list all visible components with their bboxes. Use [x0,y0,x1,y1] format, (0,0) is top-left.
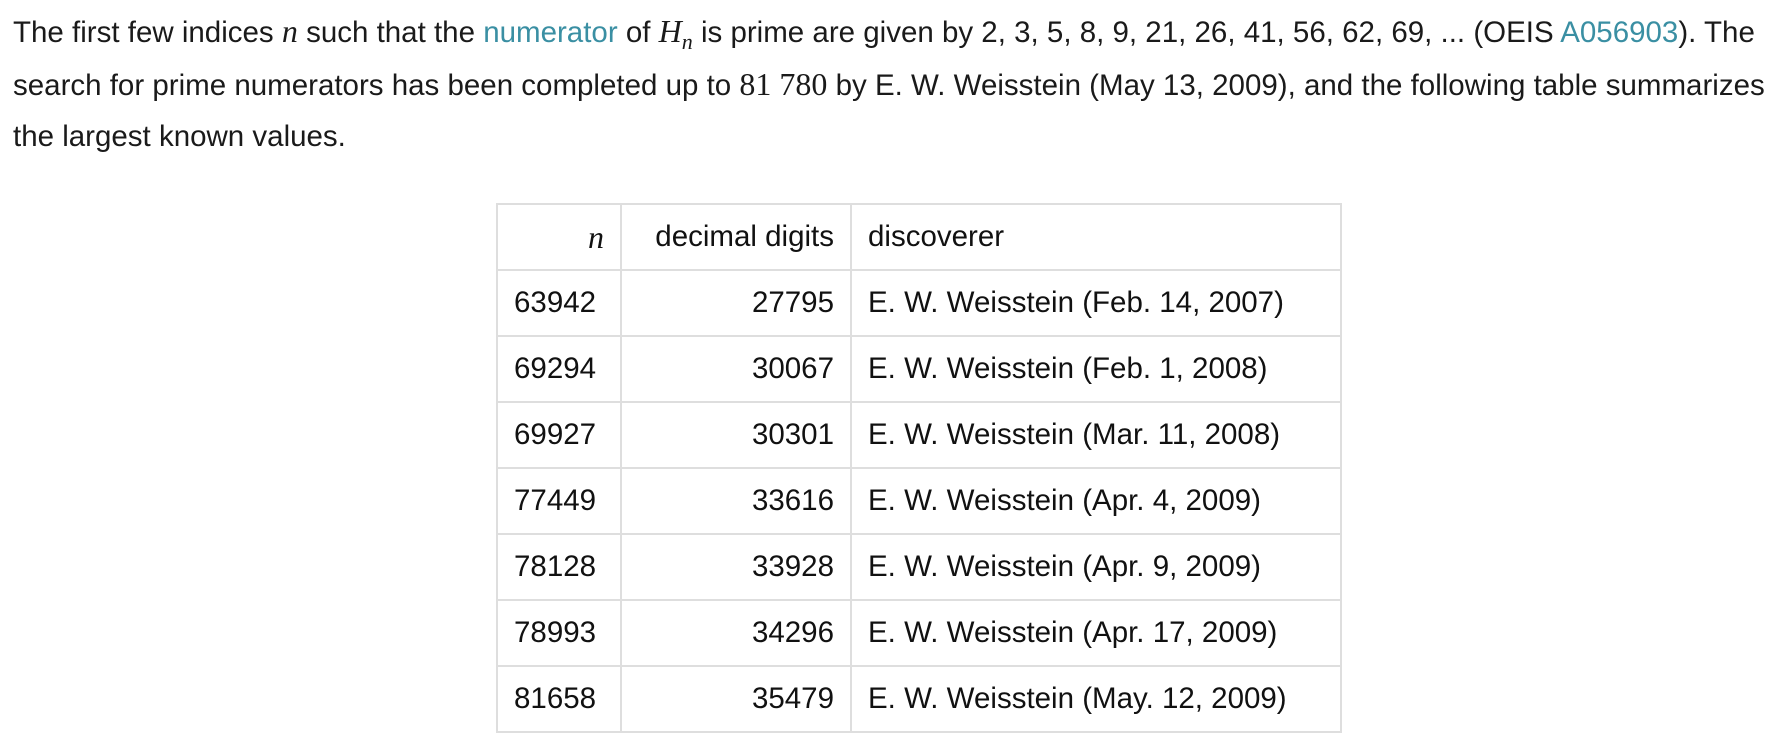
cell-n: 77449 [496,467,622,535]
cell-digits: 30301 [620,401,852,469]
cell-n: 69927 [496,401,622,469]
cell-n: 78128 [496,533,622,601]
cell-discoverer: E. W. Weisstein (Apr. 17, 2009) [850,599,1342,667]
harmonic-number-symbol: Hn [658,13,693,53]
n-symbol: n [281,13,298,49]
cell-digits: 35479 [620,665,852,733]
cell-n: 78993 [496,599,622,667]
cell-discoverer: E. W. Weisstein (Apr. 4, 2009) [850,467,1342,535]
cell-digits: 33928 [620,533,852,601]
text-of: of [617,16,659,49]
table-row: 69294 30067 E. W. Weisstein (Feb. 1, 200… [496,335,1342,403]
header-n-symbol: n [588,218,604,255]
text-before-numerator: such that the [297,16,484,49]
table-row: 81658 35479 E. W. Weisstein (May. 12, 20… [496,665,1342,733]
search-text: ). The search for prime numerators has b… [13,16,1755,102]
header-n: n [496,203,622,271]
cell-digits: 30067 [620,335,852,403]
table-row: 78128 33928 E. W. Weisstein (Apr. 9, 200… [496,533,1342,601]
search-limit: 81 780 [739,65,828,102]
cell-n: 81658 [496,665,622,733]
cell-n: 63942 [496,269,622,337]
harmonic-H: H [658,13,682,49]
cell-discoverer: E. W. Weisstein (Feb. 14, 2007) [850,269,1342,337]
numerator-link[interactable]: numerator [483,16,618,49]
header-decimal-digits: decimal digits [620,203,852,271]
closing-text: by E. W. Weisstein (May 13, 2009), and t… [13,68,1765,154]
sequence-text: is prime are given by 2, 3, 5, 8, 9, 21,… [692,16,1561,49]
table-header-row: n decimal digits discoverer [496,203,1342,271]
oeis-link[interactable]: A056903 [1560,16,1679,49]
intro-text: The first few indices [13,16,282,49]
cell-digits: 33616 [620,467,852,535]
cell-discoverer: E. W. Weisstein (Mar. 11, 2008) [850,401,1342,469]
harmonic-subscript: n [681,29,693,54]
prime-numerators-table: n decimal digits discoverer 63942 27795 … [496,203,1342,733]
table-row: 69927 30301 E. W. Weisstein (Mar. 11, 20… [496,401,1342,469]
table-row: 77449 33616 E. W. Weisstein (Apr. 4, 200… [496,467,1342,535]
table-row: 63942 27795 E. W. Weisstein (Feb. 14, 20… [496,269,1342,337]
cell-digits: 34296 [620,599,852,667]
cell-n: 69294 [496,335,622,403]
intro-paragraph: The first few indices n such that the nu… [13,6,1778,163]
cell-discoverer: E. W. Weisstein (Feb. 1, 2008) [850,335,1342,403]
table-row: 78993 34296 E. W. Weisstein (Apr. 17, 20… [496,599,1342,667]
cell-discoverer: E. W. Weisstein (Apr. 9, 2009) [850,533,1342,601]
cell-digits: 27795 [620,269,852,337]
header-discoverer: discoverer [850,203,1342,271]
cell-discoverer: E. W. Weisstein (May. 12, 2009) [850,665,1342,733]
